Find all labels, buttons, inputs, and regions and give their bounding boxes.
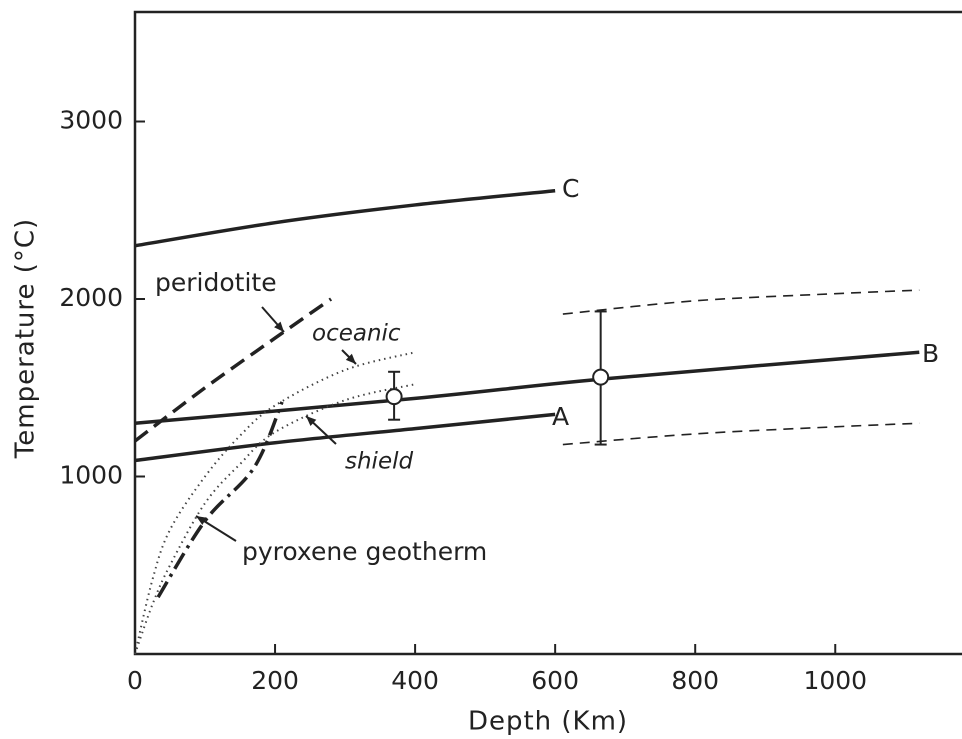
series-label: A — [552, 402, 569, 431]
x-tick-label: 1000 — [803, 666, 867, 695]
y-tick-label: 1000 — [59, 461, 123, 490]
series-line — [133, 297, 333, 443]
series-line — [134, 412, 556, 463]
x-tick-label: 200 — [251, 666, 299, 695]
x-tick-label: 400 — [391, 666, 439, 695]
series-line — [134, 188, 556, 248]
x-tick-label: 600 — [531, 666, 579, 695]
x-tick-label: 0 — [127, 666, 143, 695]
series-line — [134, 351, 416, 655]
series-label: shield — [345, 449, 413, 475]
y-tick-label: 3000 — [59, 106, 123, 135]
plot-frame — [133, 10, 962, 656]
x-axis-label: Depth (Km) — [468, 707, 628, 737]
series-label: peridotite — [155, 268, 277, 297]
data-point — [385, 388, 403, 406]
arrow-head — [306, 416, 317, 427]
x-tick-label: 800 — [671, 666, 719, 695]
y-axis-label: Temperature (°C) — [11, 218, 41, 459]
series-line — [562, 289, 920, 315]
data-point — [592, 368, 610, 386]
series-line — [562, 422, 920, 446]
series-line — [156, 401, 284, 599]
series-label: pyroxene geotherm — [242, 537, 487, 566]
arrow-head — [196, 516, 207, 526]
arrow-head — [274, 321, 284, 332]
arrow-head — [345, 353, 356, 364]
series-label: B — [922, 339, 939, 368]
series-label: C — [562, 174, 579, 203]
y-tick-label: 2000 — [59, 283, 123, 312]
series-label: oceanic — [312, 321, 401, 347]
series-line — [134, 350, 920, 425]
